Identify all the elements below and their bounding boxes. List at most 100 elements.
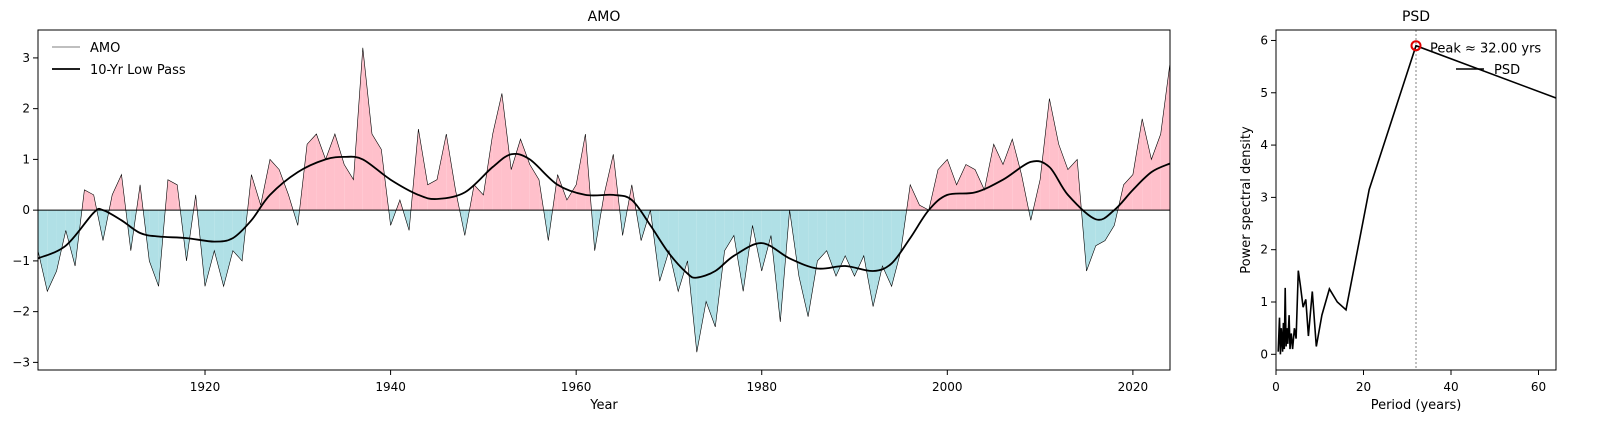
psd-x-axis: 0 20 40 60 [1272,370,1546,394]
amo-y-tick-label: −1 [12,254,30,268]
psd-legend: PSD [1456,63,1520,78]
psd-peak-point [1410,40,1422,52]
amo-fill-negative [761,210,772,272]
amo-fill-negative [214,210,224,287]
amo-fill-negative [743,210,753,292]
amo-fill-negative [817,210,827,261]
psd-y-tick-label: 1 [1260,295,1268,309]
psd-x-tick-label: 60 [1531,380,1546,394]
psd-x-tick-label: 40 [1443,380,1458,394]
psd-legend-label: PSD [1494,63,1520,78]
amo-fill-positive [1040,98,1050,211]
amo-fill-positive [372,134,382,211]
amo-fill-positive [418,128,428,211]
amo-fill-positive [1123,174,1133,211]
amo-y-tick-label: 2 [22,102,30,116]
amo-fill-positive [353,47,363,211]
amo-fill-positive [993,144,1003,211]
amo-fill-negative [687,210,697,353]
psd-y-tick-label: 6 [1260,33,1268,47]
amo-fill-negative [808,210,818,317]
amo-fill-positive [938,159,948,211]
psd-x-label: Period (years) [1371,398,1462,413]
amo-fill-positive [112,174,122,211]
amo-fill-positive [251,174,261,211]
amo-y-tick-label: 0 [22,203,30,217]
amo-x-tick-label: 1960 [561,380,592,394]
psd-y-tick-label: 2 [1260,243,1268,257]
amo-fill-negative [733,210,744,292]
amo-fill-positive [965,164,976,211]
amo-fill-positive [557,174,567,211]
amo-fill-negative [56,210,66,272]
amo-fill-positive [1002,139,1013,211]
amo-legend: AMO 10-Yr Low Pass [52,41,186,78]
amo-y-axis: −3 −2 −1 0 1 2 3 [12,51,38,369]
amo-fill-positive [576,134,586,211]
amo-fill-negative [678,210,688,292]
amo-fill-positive [956,164,966,211]
amo-x-tick-label: 2020 [1118,380,1149,394]
psd-x-tick-label: 0 [1272,380,1280,394]
amo-fill-positive [344,164,354,211]
amo-fill-positive [511,139,521,211]
amo-fill-negative [149,210,159,287]
amo-fill-negative [1105,210,1115,241]
psd-line [1277,44,1557,355]
amo-y-tick-label: −2 [12,305,30,319]
amo-fill-positive [520,139,530,211]
psd-y-tick-label: 0 [1260,347,1268,361]
amo-axes-frame [37,29,1171,371]
psd-y-label: Power spectral density [1239,126,1254,274]
amo-fill-positive [307,134,317,211]
amo-fill-negative [845,210,855,277]
amo-x-axis: 1920 1940 1960 1980 2000 2020 [190,370,1148,394]
amo-fill-positive [269,159,280,211]
amo-fill-positive [1142,118,1152,211]
amo-fill-layer [38,47,1170,353]
amo-legend-label-raw: AMO [90,41,120,56]
amo-fill-positive [566,184,577,211]
psd-y-tick-label: 5 [1260,86,1268,100]
psd-y-tick-label: 3 [1260,190,1268,204]
amo-fill-positive [362,47,373,211]
amo-fill-negative [826,210,836,277]
amo-fill-positive [436,134,447,211]
amo-fill-negative [771,210,781,322]
amo-fill-positive [334,134,345,211]
amo-fill-positive [529,164,540,211]
amo-fill-negative [835,210,846,277]
amo-fill-positive [947,159,957,211]
amo-fill-negative [205,210,215,287]
amo-fill-positive [427,179,437,211]
amo-fill-positive [446,134,456,211]
psd-x-tick-label: 20 [1356,380,1371,394]
amo-x-tick-label: 1940 [375,380,406,394]
amo-fill-negative [873,210,883,307]
amo-fill-negative [1086,210,1096,272]
amo-fill-positive [325,134,335,211]
amo-plot-area [37,47,1171,353]
psd-y-axis: 0 1 2 3 4 5 6 [1260,33,1276,361]
amo-fill-positive [316,134,326,211]
amo-x-label: Year [589,398,618,413]
amo-fill-negative [863,210,874,307]
amo-x-tick-label: 1920 [190,380,221,394]
amo-fill-positive [1058,144,1068,211]
amo-fill-negative [724,210,734,251]
amo-fill-positive [501,93,512,211]
amo-fill-negative [38,210,48,292]
amo-legend-label-lowpass: 10-Yr Low Pass [90,63,186,78]
amo-fill-positive [604,154,614,211]
amo-fill-negative [696,210,707,353]
amo-fill-negative [706,210,716,327]
psd-axes-frame [1275,29,1557,371]
amo-title: AMO [588,9,621,25]
amo-fill-negative [65,210,76,266]
amo-x-tick-label: 2000 [932,380,963,394]
amo-fill-positive [975,169,985,211]
amo-y-tick-label: −3 [12,355,30,369]
amo-fill-positive [910,184,920,211]
